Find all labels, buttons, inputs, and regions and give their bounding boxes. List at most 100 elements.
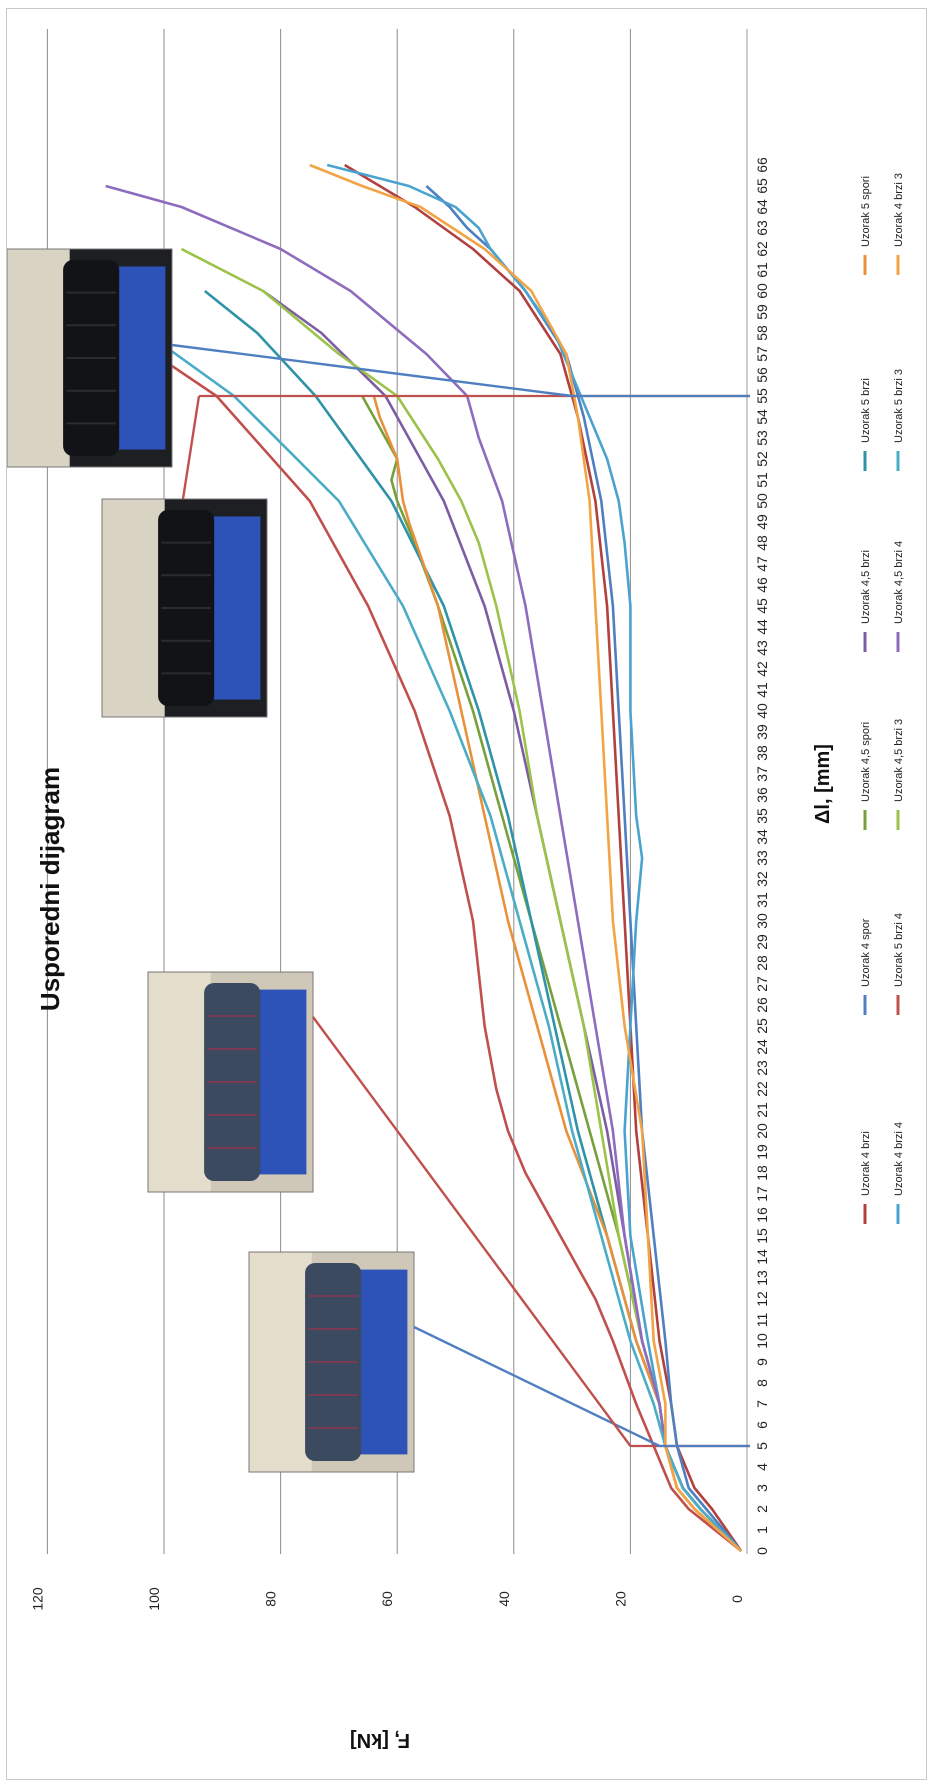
x-tick-label: 33 (754, 850, 770, 866)
legend-label: Uzorak 4 brzi 4 (893, 1122, 905, 1196)
legend-label: Uzorak 4,5 spori (860, 722, 872, 802)
series-line-3 (361, 395, 743, 1552)
x-tick-label: 19 (754, 1144, 770, 1160)
x-tick-label: 24 (754, 1039, 770, 1055)
x-tick-label: 0 (754, 1547, 770, 1555)
x-tick-label: 61 (754, 262, 770, 278)
legend-label: Uzorak 4 brzi (860, 1131, 872, 1196)
x-tick-label: 45 (754, 598, 770, 614)
legend-label: Uzorak 4,5 brzi 3 (893, 719, 905, 802)
x-tick-label: 29 (754, 934, 770, 950)
series-line-6 (372, 395, 743, 1552)
series-line-2 (425, 185, 743, 1552)
photo-border (248, 1251, 415, 1473)
x-tick-label: 2 (754, 1505, 770, 1513)
photo-tube-crushed (101, 498, 268, 718)
x-tick-label: 20 (754, 1123, 770, 1139)
x-tick-label: 37 (754, 766, 770, 782)
x-tick-label: 49 (754, 514, 770, 530)
x-tick-label: 17 (754, 1186, 770, 1202)
x-tick-label: 66 (754, 157, 770, 173)
x-tick-label: 15 (754, 1228, 770, 1244)
x-tick-label: 5 (754, 1442, 770, 1450)
series-line-12 (309, 163, 743, 1552)
y-tick-label: 40 (496, 1591, 512, 1607)
photo-tube-early (147, 971, 314, 1193)
legend: Uzorak 4 brzi Uzorak 4 brzi 4 Uzorak 4 spo… (860, 173, 905, 1224)
callout-line (312, 1016, 632, 1447)
x-tick-label: 40 (754, 703, 770, 719)
legend-item: Uzorak 5 brzi 3 (893, 369, 905, 471)
legend-label: Uzorak 4,5 brzi (860, 550, 872, 624)
x-tick-label: 44 (754, 619, 770, 635)
x-tick-label: 27 (754, 976, 770, 992)
photo-border (101, 498, 268, 718)
x-tick-label: 12 (754, 1291, 770, 1307)
photo-tube-initial (248, 1251, 415, 1473)
legend-label: Uzorak 5 brzi (860, 378, 872, 443)
photo-border (147, 971, 314, 1193)
legend-label: Uzorak 4,5 brzi 4 (893, 541, 905, 624)
x-tick-label: 10 (754, 1333, 770, 1349)
legend-item: Uzorak 4,5 brzi 3 (893, 719, 905, 830)
x-tick-label: 32 (754, 871, 770, 887)
callout-line (413, 1325, 661, 1448)
x-tick-label: 53 (754, 430, 770, 446)
y-tick-label: 0 (729, 1595, 745, 1603)
x-tick-label: 14 (754, 1249, 770, 1265)
x-tick-label: 25 (754, 1018, 770, 1034)
x-tick-labels: 0123456789101112131415161718192021222324… (754, 157, 770, 1555)
photo-insets (7, 248, 661, 1473)
x-tick-label: 7 (754, 1400, 770, 1408)
series-line-8 (64, 289, 743, 1553)
y-tick-labels: 020406080100120140 (29, 1587, 745, 1611)
series-lines (58, 163, 743, 1553)
x-tick-label: 50 (754, 493, 770, 509)
x-tick-label: 38 (754, 745, 770, 761)
legend-label: Uzorak 5 brzi 4 (893, 913, 905, 987)
legend-item: Uzorak 5 brzi (860, 378, 872, 471)
x-tick-label: 36 (754, 787, 770, 803)
x-axis-label: Δl, [mm] (812, 744, 834, 824)
x-tick-label: 57 (754, 346, 770, 362)
x-tick-label: 43 (754, 640, 770, 656)
x-tick-label: 48 (754, 535, 770, 551)
y-tick-label: 80 (263, 1591, 279, 1607)
x-tick-label: 21 (754, 1102, 770, 1118)
legend-item: Uzorak 4 brzi 3 (893, 173, 905, 275)
marker-lines (198, 394, 750, 1448)
x-tick-label: 26 (754, 997, 770, 1013)
photo-wall (148, 972, 211, 1192)
x-tick-label: 47 (754, 556, 770, 572)
x-tick-label: 6 (754, 1421, 770, 1429)
x-tick-label: 13 (754, 1270, 770, 1286)
x-tick-label: 41 (754, 682, 770, 698)
chart-frame: 020406080100120140 012345678910111213141… (6, 8, 927, 1780)
photo-wall (102, 499, 165, 717)
photo-border (7, 248, 173, 468)
x-tick-label: 9 (754, 1358, 770, 1366)
chart-canvas: 020406080100120140 012345678910111213141… (7, 29, 905, 1751)
legend-item: Uzorak 4,5 spori (860, 722, 872, 830)
y-tick-label: 120 (29, 1587, 45, 1611)
series-line-11 (58, 289, 743, 1552)
x-tick-label: 4 (754, 1463, 770, 1471)
y-tick-label: 20 (612, 1591, 628, 1607)
legend-label: Uzorak 5 brzi 3 (893, 369, 905, 443)
x-tick-label: 56 (754, 367, 770, 383)
legend-item: Uzorak 4,5 brzi 4 (893, 541, 905, 652)
legend-label: Uzorak 4 spor (860, 918, 872, 987)
x-tick-label: 3 (754, 1484, 770, 1492)
chart-title: Usporedni dijagram (35, 767, 65, 1011)
legend-item: Uzorak 5 brzi 4 (893, 913, 905, 1015)
x-tick-label: 39 (754, 724, 770, 740)
x-tick-label: 42 (754, 661, 770, 677)
x-tick-label: 60 (754, 283, 770, 299)
x-tick-label: 1 (754, 1526, 770, 1534)
x-tick-label: 62 (754, 241, 770, 257)
x-tick-label: 54 (754, 409, 770, 425)
legend-item: Uzorak 4 spor (860, 918, 872, 1015)
y-axis-label: F, [kN] (350, 1729, 410, 1751)
x-tick-label: 58 (754, 325, 770, 341)
x-tick-label: 30 (754, 913, 770, 929)
